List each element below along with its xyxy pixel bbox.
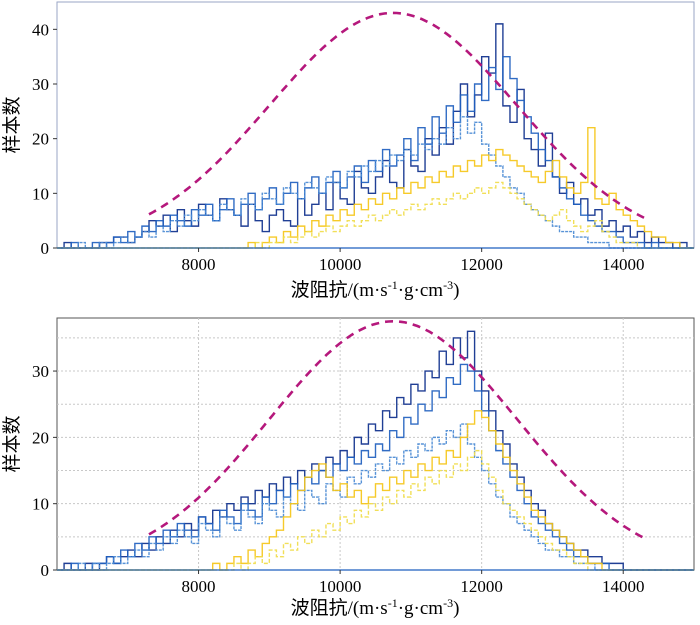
histogram-series-blue-2 <box>57 363 694 571</box>
x-axis-label-s-exponent: -1 <box>388 596 398 610</box>
x-axis-label-mid: ·g·cm <box>398 598 444 619</box>
y-tick-label: 20 <box>32 428 49 447</box>
y-tick-label: 10 <box>32 184 49 203</box>
x-tick-label: 14000 <box>602 577 645 596</box>
histogram-series-blue-2 <box>57 55 694 249</box>
x-tick-label: 10000 <box>319 255 362 274</box>
histogram-series <box>57 23 694 249</box>
y-tick-label: 0 <box>41 239 50 258</box>
histogram-series-blue-1 <box>57 23 694 249</box>
x-tick-label: 12000 <box>460 255 503 274</box>
x-axis-label-cm-exponent: -3 <box>443 278 453 292</box>
y-tick-label: 0 <box>41 561 50 580</box>
x-axis-label-close: ) <box>453 280 459 301</box>
axis-ticks: 8000 10000 12000 14000 0 10 20 30 40 <box>32 20 644 274</box>
fit-curve-normal-fit <box>148 11 646 220</box>
histogram-series-yellow-2 <box>57 181 694 249</box>
y-tick-label: 30 <box>32 75 49 94</box>
y-axis-label: 样本数 <box>1 415 23 472</box>
x-axis-label: 波阻抗/(m·s-1·g·cm-3) <box>291 596 460 619</box>
x-axis-label: 波阻抗/(m·s-1·g·cm-3) <box>291 278 460 301</box>
histogram-series <box>57 330 694 571</box>
histogram-series-yellow-1 <box>57 410 694 571</box>
x-tick-label: 8000 <box>182 577 216 596</box>
y-tick-label: 20 <box>32 130 49 149</box>
x-axis-label-s-exponent: -1 <box>388 278 398 292</box>
x-tick-label: 12000 <box>460 577 503 596</box>
y-tick-label: 40 <box>32 20 49 39</box>
histogram-panel-top: 8000 10000 12000 14000 0 10 20 30 40 样本数 波阻抗/(m·… <box>1 1 695 301</box>
y-tick-label: 30 <box>32 362 49 381</box>
y-axis-label: 样本数 <box>1 96 23 153</box>
x-axis-label-mid: ·g·cm <box>398 280 444 301</box>
y-tick-label: 10 <box>32 495 49 514</box>
fit-curve-normal-fit <box>148 319 646 540</box>
x-axis-label-main: 波阻抗/(m·s <box>291 279 388 301</box>
x-axis-label-cm-exponent: -3 <box>443 596 453 610</box>
x-axis-label-close: ) <box>453 598 459 619</box>
fit-curve-layer <box>148 11 646 220</box>
fit-curve-layer <box>148 319 646 540</box>
x-tick-label: 14000 <box>602 255 645 274</box>
histogram-series-blue-3 <box>57 116 694 249</box>
histogram-series-blue-3 <box>57 423 694 571</box>
x-tick-label: 8000 <box>182 255 216 274</box>
x-tick-label: 10000 <box>319 577 362 596</box>
x-axis-label-main: 波阻抗/(m·s <box>291 597 388 619</box>
axis-ticks: 8000 10000 12000 14000 0 10 20 30 <box>32 362 644 596</box>
